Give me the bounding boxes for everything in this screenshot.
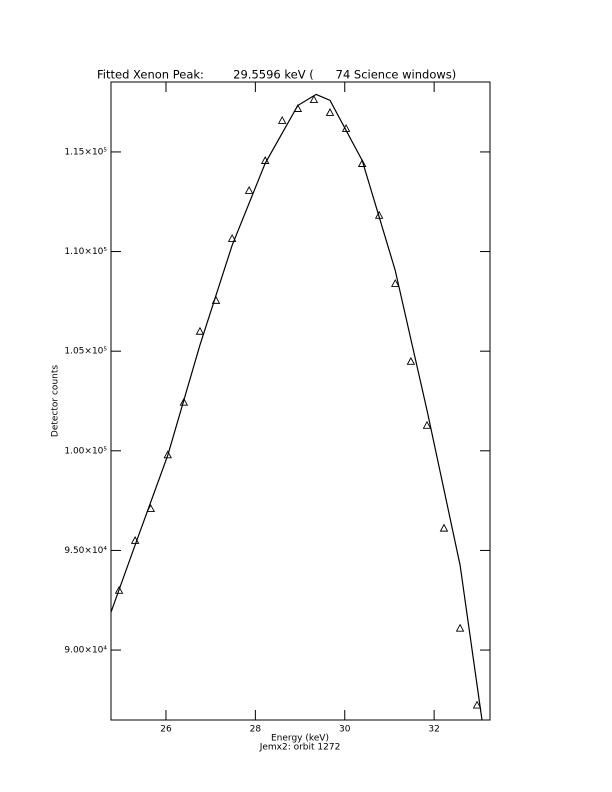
y-tick-label: 1.05×10⁵ (64, 347, 107, 357)
y-tick-label: 1.00×10⁵ (64, 446, 107, 456)
plot-frame (110, 81, 491, 721)
data-point (163, 450, 173, 459)
data-point (244, 185, 254, 194)
y-tick-label: 9.00×10⁴ (64, 646, 107, 656)
data-point (357, 159, 367, 167)
data-point (195, 326, 205, 335)
x-tick-label: 28 (250, 725, 262, 735)
data-point (390, 278, 400, 287)
data-point (472, 700, 482, 709)
data-point (455, 623, 465, 632)
x-tick-label: 26 (160, 725, 172, 735)
data-point (277, 116, 287, 124)
subtitle: Jemx2: orbit 1272 (259, 743, 341, 753)
y-axis-title: Detector counts (51, 365, 61, 437)
data-point (309, 95, 319, 103)
x-tick-label: 30 (339, 725, 351, 735)
data-point (325, 108, 335, 116)
chart-title: Fitted Xenon Peak: 29.5596 keV ( 74 Scie… (97, 68, 456, 82)
y-tick-label: 1.15×10⁵ (64, 147, 107, 157)
data-point (227, 233, 237, 242)
fit-line (110, 93, 483, 721)
data-point (114, 585, 124, 594)
x-tick-label: 32 (428, 725, 439, 735)
data-point (406, 356, 416, 365)
y-tick-label: 9.50×10⁴ (64, 546, 107, 556)
data-point (439, 523, 449, 532)
data-point (179, 397, 189, 406)
y-tick-label: 1.10×10⁵ (64, 247, 107, 257)
x-axis-title: Energy (keV) (271, 734, 329, 744)
data-point (422, 420, 432, 429)
